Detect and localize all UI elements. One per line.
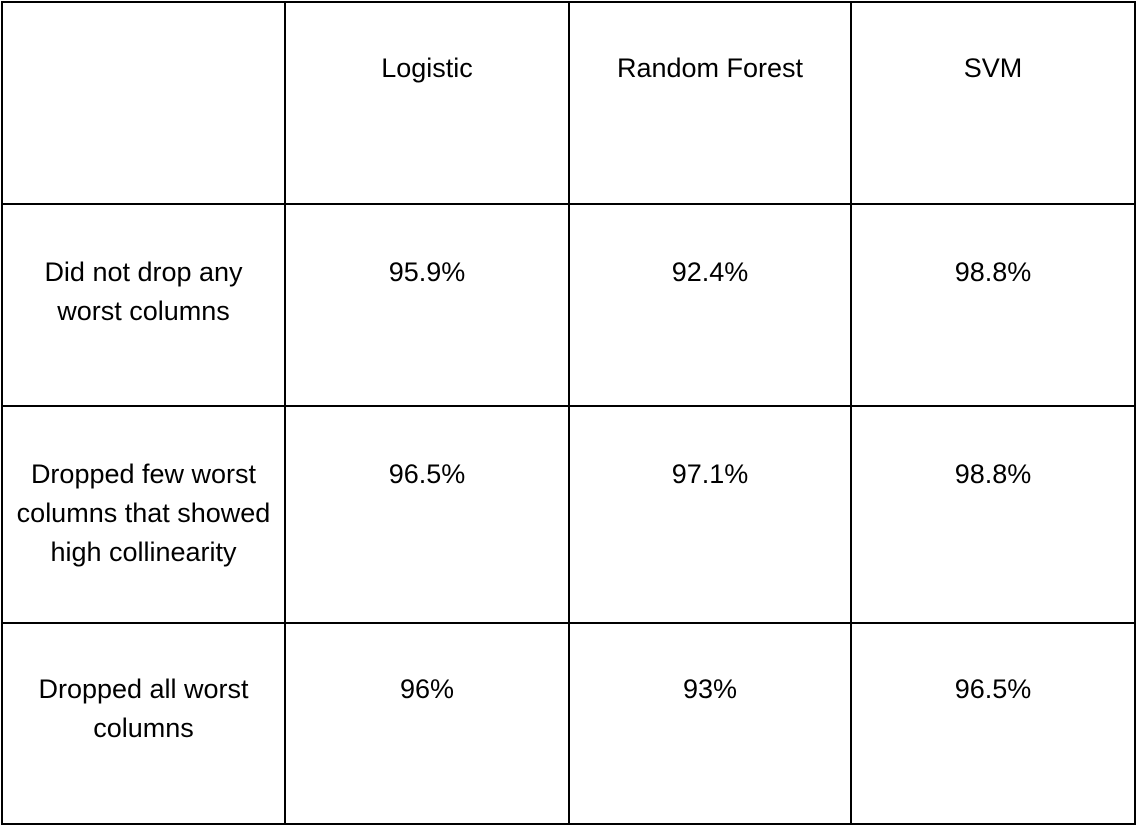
table-cell: 93% xyxy=(568,622,852,825)
table-cell: 96.5% xyxy=(850,622,1136,825)
table-cell: 97.1% xyxy=(568,405,852,624)
table-cell: 98.8% xyxy=(850,203,1136,407)
table-cell: 96.5% xyxy=(284,405,570,624)
table-cell: 98.8% xyxy=(850,405,1136,624)
row-label: Dropped all worst columns xyxy=(1,622,286,825)
header-row: Logistic Random Forest SVM xyxy=(1,1,1136,205)
table-row: Dropped all worst columns 96% 93% 96.5% xyxy=(1,622,1136,825)
table-row: Did not drop any worst columns 95.9% 92.… xyxy=(1,203,1136,407)
row-label: Dropped few worst columns that showed hi… xyxy=(1,405,286,624)
corner-cell xyxy=(1,1,286,205)
table-cell: 95.9% xyxy=(284,203,570,407)
column-header-random-forest: Random Forest xyxy=(568,1,852,205)
table-row: Dropped few worst columns that showed hi… xyxy=(1,405,1136,624)
table-cell: 92.4% xyxy=(568,203,852,407)
column-header-logistic: Logistic xyxy=(284,1,570,205)
column-header-svm: SVM xyxy=(850,1,1136,205)
table-cell: 96% xyxy=(284,622,570,825)
row-label: Did not drop any worst columns xyxy=(1,203,286,407)
